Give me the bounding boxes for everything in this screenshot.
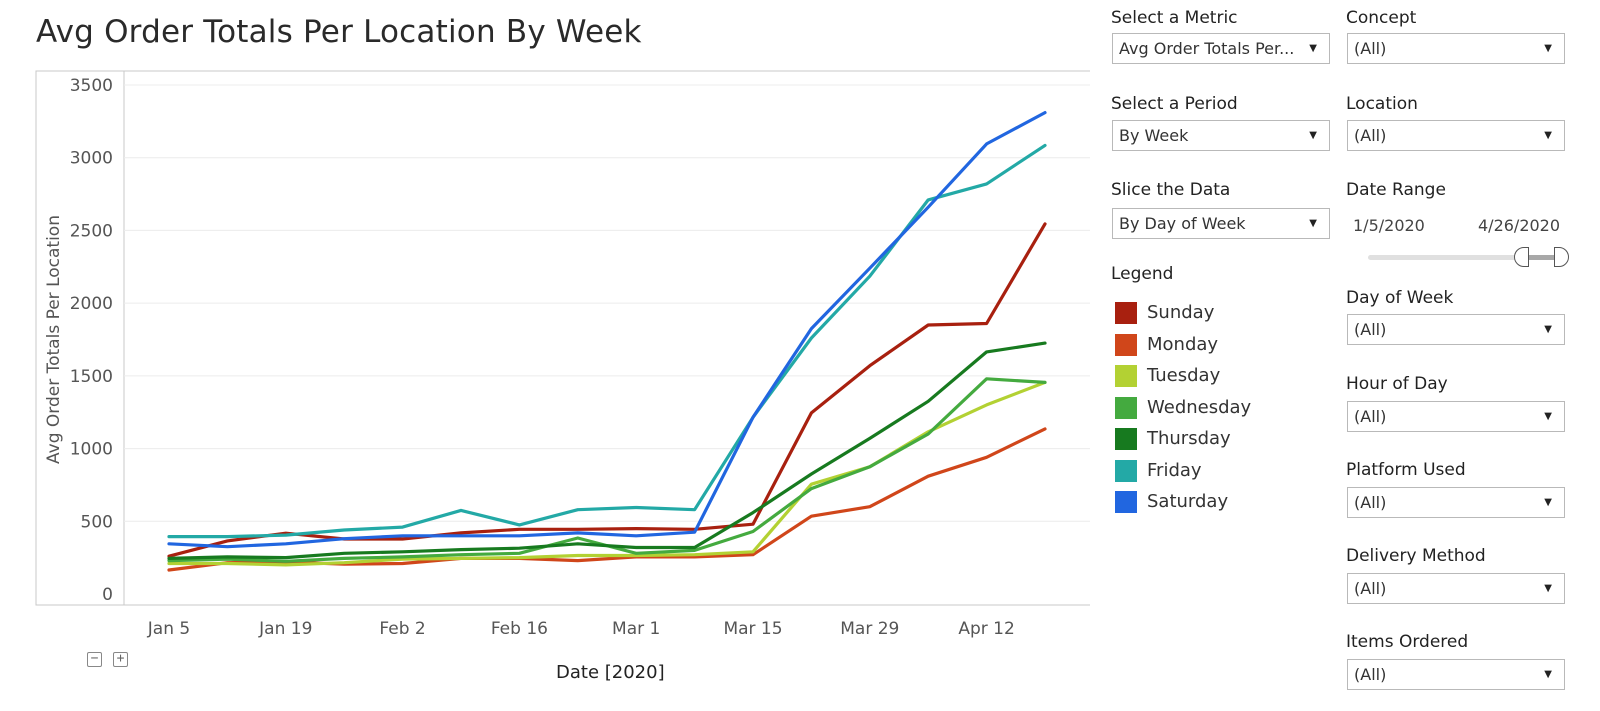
date-range-start: 1/5/2020 [1353, 216, 1425, 235]
platform-dropdown[interactable]: (All) ▼ [1347, 487, 1565, 518]
chevron-down-icon: ▼ [1544, 497, 1552, 508]
chevron-down-icon: ▼ [1309, 218, 1317, 229]
x-axis-title: Date [2020] [556, 662, 665, 683]
date-range-slider-track[interactable] [1368, 255, 1561, 260]
day-of-week-value: (All) [1354, 320, 1387, 339]
zoom-out-button[interactable]: − [87, 652, 102, 667]
hour-of-day-label: Hour of Day [1346, 374, 1448, 394]
plot-frame [35, 70, 1090, 606]
period-value: By Week [1119, 126, 1189, 145]
period-dropdown[interactable]: By Week ▼ [1112, 120, 1330, 151]
slice-label: Slice the Data [1111, 180, 1231, 200]
y-tick-label: 2500 [70, 221, 113, 241]
day-of-week-label: Day of Week [1346, 288, 1454, 308]
delivery-dropdown[interactable]: (All) ▼ [1347, 573, 1565, 604]
x-tick-label: Apr 12 [958, 619, 1014, 639]
metric-value: Avg Order Totals Per... [1119, 39, 1295, 58]
chevron-down-icon: ▼ [1544, 411, 1552, 422]
series-line-monday [167, 427, 1047, 572]
location-dropdown[interactable]: (All) ▼ [1347, 120, 1565, 151]
y-tick-label: 2000 [70, 294, 113, 314]
platform-label: Platform Used [1346, 460, 1466, 480]
hour-of-day-dropdown[interactable]: (All) ▼ [1347, 401, 1565, 432]
date-range-slider-selection [1520, 255, 1560, 260]
date-range-label: Date Range [1346, 180, 1446, 200]
series-line-thursday [167, 341, 1047, 560]
slice-dropdown[interactable]: By Day of Week ▼ [1112, 208, 1330, 239]
chevron-down-icon: ▼ [1544, 583, 1552, 594]
chart-title: Avg Order Totals Per Location By Week [36, 14, 642, 50]
x-tick-label: Feb 2 [379, 619, 425, 639]
line-chart: 0 500 1000 1500 2000 2500 3000 3500 Avg Order To… [35, 70, 1090, 639]
legend-label: Wednesday [1147, 396, 1252, 418]
date-range-start-handle[interactable] [1514, 247, 1529, 267]
location-label: Location [1346, 94, 1418, 114]
date-range-end: 4/26/2020 [1478, 216, 1561, 235]
y-tick-label: 1500 [70, 367, 113, 387]
period-label: Select a Period [1111, 94, 1238, 114]
y-tick-label: 500 [81, 512, 113, 532]
concept-dropdown[interactable]: (All) ▼ [1347, 33, 1565, 64]
legend-swatch [1115, 365, 1137, 387]
metric-dropdown[interactable]: Avg Order Totals Per... ▼ [1112, 33, 1330, 64]
y-tick-label: 3000 [70, 149, 113, 169]
legend-label: Monday [1147, 333, 1219, 355]
y-tick-label: 3500 [70, 76, 113, 96]
concept-value: (All) [1354, 39, 1387, 58]
legend-label: Sunday [1147, 302, 1215, 323]
legend-swatch [1115, 302, 1137, 324]
chevron-down-icon: ▼ [1544, 669, 1552, 680]
x-tick-label: Mar 1 [612, 619, 660, 639]
series-line-sunday [167, 222, 1047, 558]
y-axis-title: Avg Order Totals Per Location [44, 215, 64, 464]
zoom-in-button[interactable]: + [113, 652, 128, 667]
legend-label: Thursday [1147, 428, 1231, 449]
x-tick-label: Mar 15 [723, 619, 782, 639]
concept-label: Concept [1346, 8, 1417, 28]
legend-label: Tuesday [1147, 365, 1221, 386]
y-tick-label: 0 [102, 585, 113, 605]
chevron-down-icon: ▼ [1309, 43, 1317, 54]
legend-swatch [1115, 396, 1137, 419]
chevron-down-icon: ▼ [1544, 324, 1552, 335]
delivery-value: (All) [1354, 579, 1387, 598]
legend-title: Legend [1111, 264, 1174, 284]
platform-value: (All) [1354, 493, 1387, 512]
x-tick-label: Mar 29 [840, 619, 899, 639]
series-line-friday [167, 143, 1047, 539]
slice-value: By Day of Week [1119, 214, 1246, 233]
legend-swatch [1115, 333, 1137, 356]
legend-label: Saturday [1147, 491, 1229, 512]
items-dropdown[interactable]: (All) ▼ [1347, 659, 1565, 690]
legend-swatch [1115, 428, 1137, 450]
x-tick-label: Jan 19 [258, 619, 312, 639]
items-label: Items Ordered [1346, 632, 1469, 652]
chevron-down-icon: ▼ [1309, 130, 1317, 141]
chevron-down-icon: ▼ [1544, 130, 1552, 141]
legend-swatch [1115, 459, 1137, 482]
location-value: (All) [1354, 126, 1387, 145]
legend-swatch [1115, 491, 1137, 513]
date-range-end-handle[interactable] [1554, 247, 1569, 267]
chevron-down-icon: ▼ [1544, 43, 1552, 54]
series-line-saturday [167, 110, 1047, 549]
items-value: (All) [1354, 665, 1387, 684]
x-tick-label: Jan 5 [147, 619, 190, 639]
x-tick-label: Feb 16 [491, 619, 548, 639]
legend-label: Friday [1147, 459, 1202, 481]
metric-label: Select a Metric [1111, 8, 1238, 28]
delivery-label: Delivery Method [1346, 546, 1486, 566]
day-of-week-dropdown[interactable]: (All) ▼ [1347, 314, 1565, 345]
y-tick-label: 1000 [70, 440, 113, 460]
hour-of-day-value: (All) [1354, 407, 1387, 426]
